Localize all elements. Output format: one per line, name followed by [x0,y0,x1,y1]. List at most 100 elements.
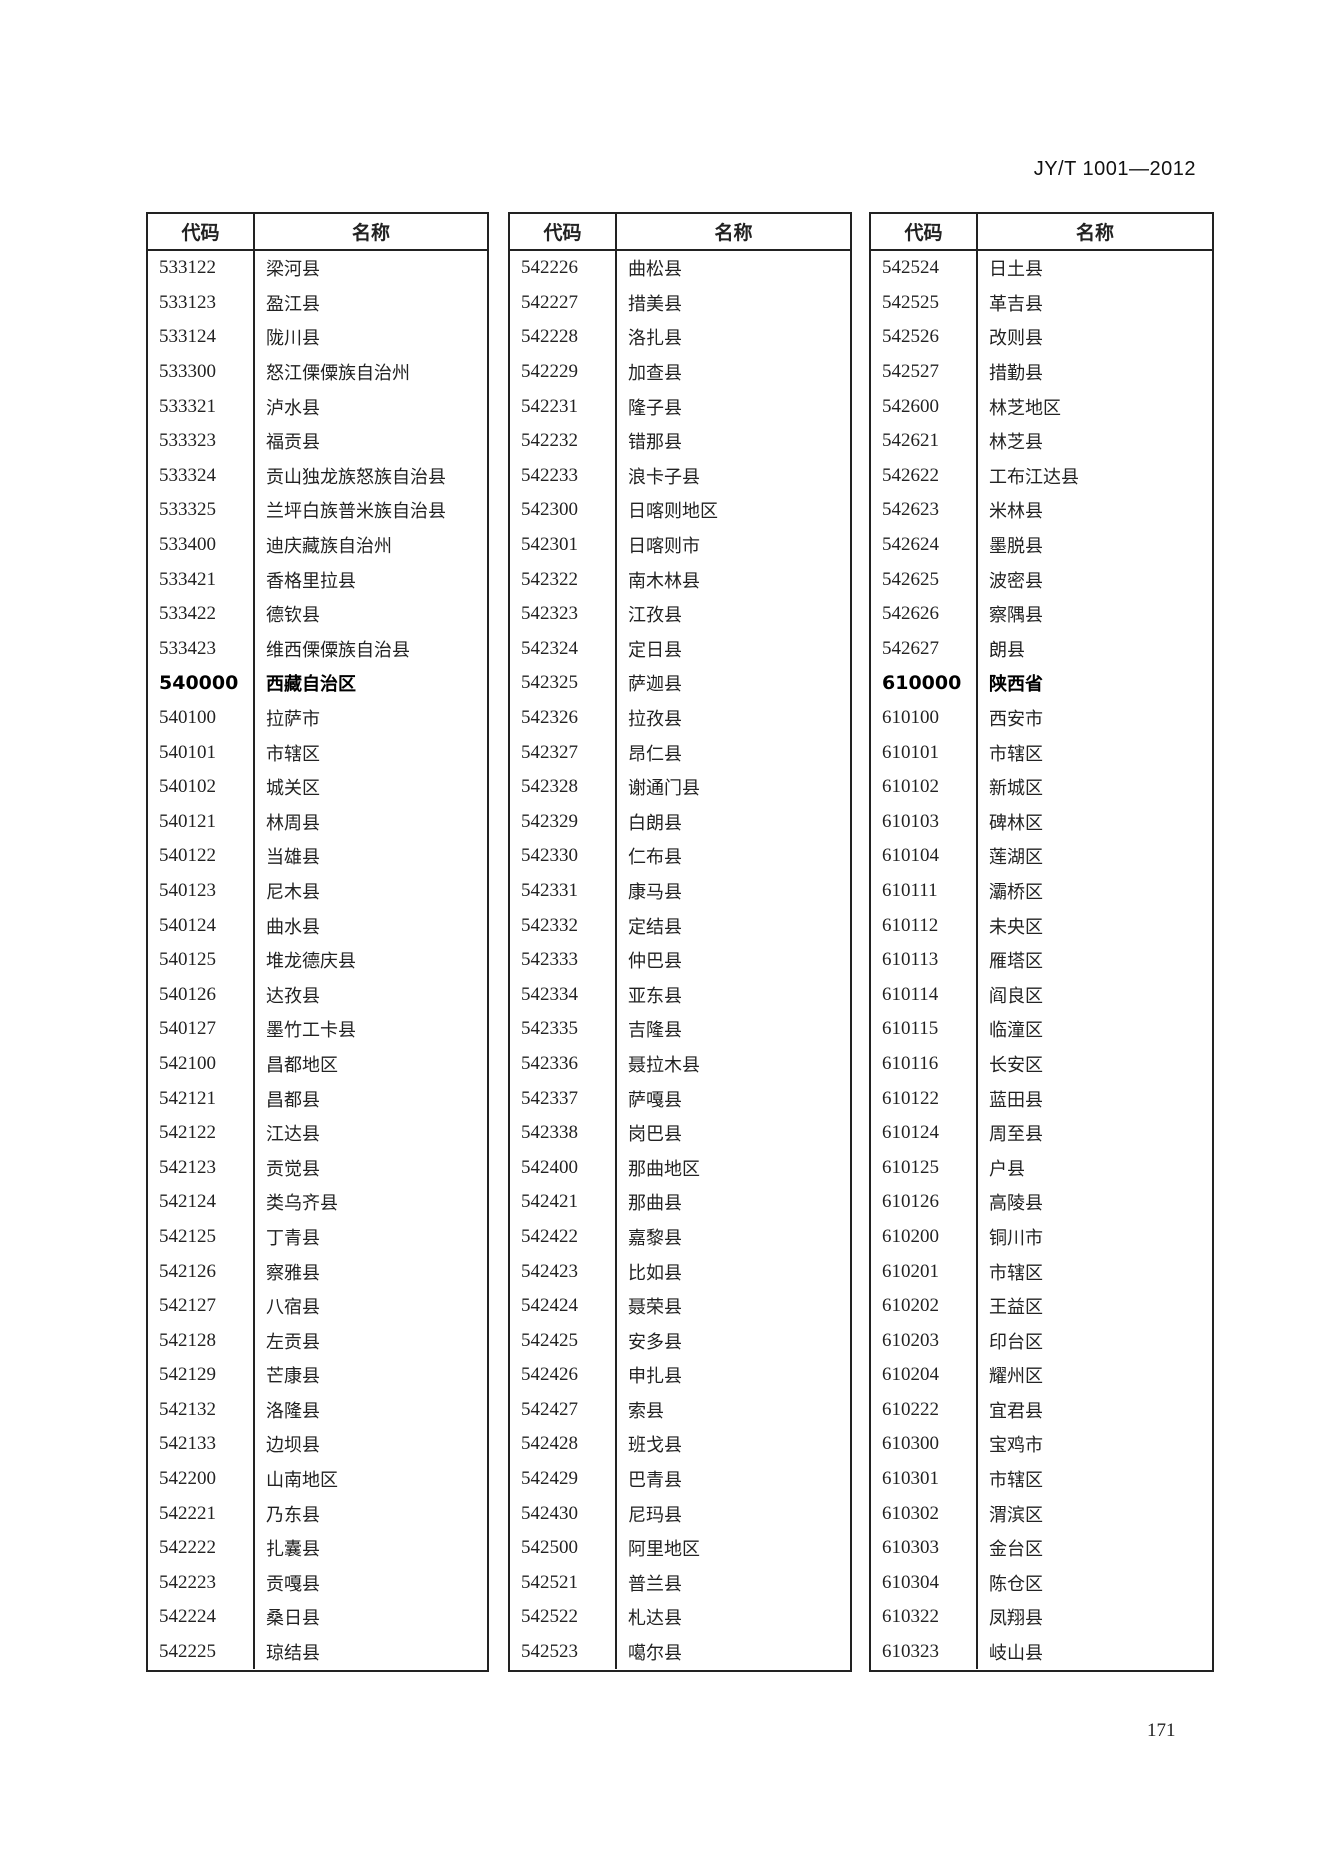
table-row: 610301 市辖区 [871,1461,1212,1497]
name-cell: 米林县 [989,501,1043,523]
code-cell: 542226 [510,250,617,286]
code-cell: 542323 [510,596,617,632]
code-cell: 540125 [148,942,255,978]
name-cell: 福贡县 [266,432,320,454]
name-cell: 左贡县 [266,1331,320,1353]
table-row: 542324 定日县 [510,631,850,667]
table-row: 542422 嘉黎县 [510,1219,850,1255]
table-row: 540124 曲水县 [148,908,487,943]
name-cell: 桑日县 [266,1608,320,1630]
code-cell: 542123 [148,1150,255,1186]
name-cell: 蓝田县 [989,1089,1043,1111]
name-cell: 周至县 [989,1124,1043,1146]
code-cell: 610202 [871,1288,978,1324]
name-cell: 札达县 [628,1608,682,1630]
table-row: 610101 市辖区 [871,735,1212,770]
name-cell: 仲巴县 [628,951,682,973]
name-cell: 那曲县 [628,1193,682,1215]
name-cell: 岐山县 [989,1643,1043,1665]
code-cell: 542527 [871,354,978,390]
name-cell: 隆子县 [628,397,682,419]
table-row: 542430 尼玛县 [510,1496,850,1531]
table-row: 610103 碑林区 [871,804,1212,840]
code-cell: 542228 [510,320,617,355]
table-row: 542624 墨脱县 [871,527,1212,563]
name-cell: 新城区 [989,778,1043,800]
table-row: 542623 米林县 [871,493,1212,528]
code-cell: 610125 [871,1150,978,1186]
code-cell: 610112 [871,908,978,943]
name-cell: 班戈县 [628,1435,682,1457]
code-cell: 610201 [871,1254,978,1289]
name-cell: 错那县 [628,432,682,454]
table-row: 542625 波密县 [871,562,1212,597]
table-row: 540102 城关区 [148,769,487,805]
name-cell: 日喀则地区 [628,501,718,523]
code-cell: 610323 [871,1634,978,1670]
name-cell: 雁塔区 [989,951,1043,973]
table-row: 542331 康马县 [510,873,850,909]
code-cell: 610304 [871,1565,978,1601]
table-row: 542330 仁布县 [510,839,850,874]
name-cell: 贡山独龙族怒族自治县 [266,466,446,488]
code-table-1: 代码 名称 533122 梁河县 533123 盈江县 533124 陇川县 533300 怒… [146,212,489,1672]
code-cell: 540102 [148,769,255,805]
table-row: 542424 聂荣县 [510,1288,850,1324]
name-cell: 南木林县 [628,570,700,592]
name-cell: 宜君县 [989,1400,1043,1422]
column-header-name: 名称 [616,214,850,251]
name-cell: 那曲地区 [628,1158,700,1180]
code-cell: 533421 [148,562,255,597]
code-cell: 542327 [510,735,617,770]
name-cell: 察雅县 [266,1262,320,1284]
name-cell: 定日县 [628,639,682,661]
code-cell: 542426 [510,1358,617,1393]
name-cell: 香格里拉县 [266,570,356,592]
name-cell: 昌都县 [266,1089,320,1111]
page-number: 171 [1147,1720,1176,1741]
code-cell: 610116 [871,1046,978,1082]
code-cell: 542423 [510,1254,617,1289]
code-cell: 542325 [510,666,617,701]
table-row: 542223 贡嘎县 [148,1565,487,1601]
table-row: 542336 聂拉木县 [510,1046,850,1082]
name-cell: 安多县 [628,1331,682,1353]
table-row: 542233 浪卡子县 [510,458,850,494]
table-row: 542226 曲松县 [510,250,850,286]
table-row: 540123 尼木县 [148,873,487,909]
table-row: 540126 达孜县 [148,977,487,1013]
table-row: 610203 印台区 [871,1323,1212,1358]
code-cell: 610115 [871,1012,978,1047]
name-cell: 西安市 [989,709,1043,731]
name-cell: 拉孜县 [628,709,682,731]
name-cell: 申扎县 [628,1366,682,1388]
table-row: 542527 措勤县 [871,354,1212,390]
table-row: 610124 周至县 [871,1115,1212,1151]
name-cell: 江孜县 [628,605,682,627]
code-cell: 542521 [510,1565,617,1601]
code-cell: 533124 [148,320,255,355]
code-cell: 542125 [148,1219,255,1255]
table-row: 610201 市辖区 [871,1254,1212,1289]
table-row: 610303 金台区 [871,1530,1212,1566]
table-row: 540127 墨竹工卡县 [148,1012,487,1047]
table-row: 610304 陈仓区 [871,1565,1212,1601]
name-cell: 林芝地区 [989,397,1061,419]
code-cell: 610203 [871,1323,978,1358]
table-row: 542334 亚东县 [510,977,850,1013]
name-cell: 城关区 [266,778,320,800]
code-cell: 542422 [510,1219,617,1255]
name-cell: 拉萨市 [266,709,320,731]
name-cell: 措美县 [628,293,682,315]
table-row: 610222 宜君县 [871,1392,1212,1428]
code-cell: 610113 [871,942,978,978]
table-row: 540125 堆龙德庆县 [148,942,487,978]
table-row: 542132 洛隆县 [148,1392,487,1428]
code-cell: 610102 [871,769,978,805]
name-cell: 萨嘎县 [628,1089,682,1111]
table-row: 610113 雁塔区 [871,942,1212,978]
name-cell: 萨迦县 [628,674,682,696]
table-row: 542322 南木林县 [510,562,850,597]
code-table-2: 代码 名称 542226 曲松县 542227 措美县 542228 洛扎县 542229 加… [508,212,852,1672]
name-cell: 日喀则市 [628,536,700,558]
